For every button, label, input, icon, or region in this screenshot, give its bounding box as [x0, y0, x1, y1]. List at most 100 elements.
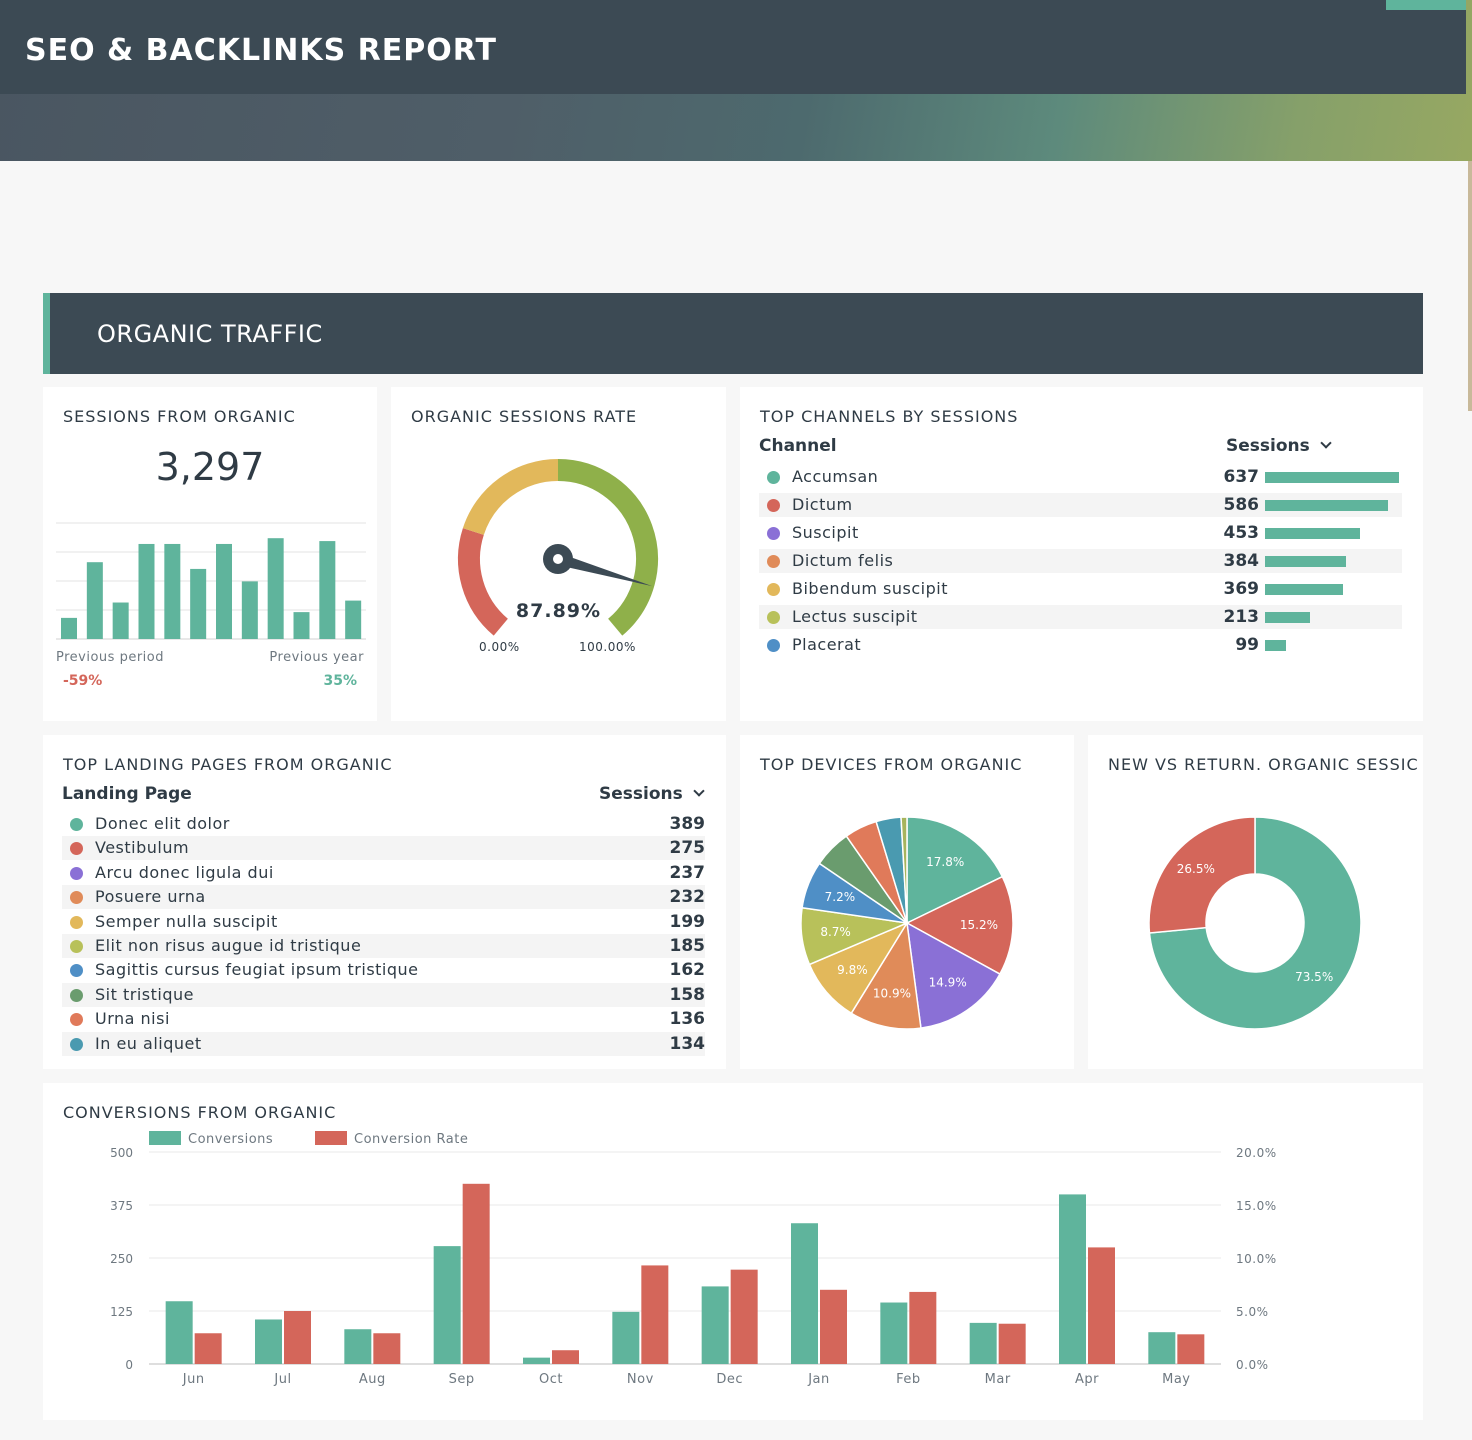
- row-value: 369: [1223, 579, 1260, 599]
- row-value: 136: [669, 1009, 706, 1030]
- y-tick-label-right: 0.0%: [1236, 1358, 1269, 1372]
- channel-row[interactable]: Dictum 586: [759, 493, 1402, 517]
- legend-label: Conversions: [188, 1132, 273, 1147]
- conversions-bar[interactable]: [1059, 1194, 1086, 1364]
- conversions-bar[interactable]: [433, 1246, 461, 1364]
- legend-label: Conversion Rate: [354, 1132, 468, 1147]
- conversions-bar[interactable]: [344, 1329, 372, 1364]
- row-label: Arcu donec ligula dui: [95, 862, 274, 882]
- conversions-bar[interactable]: [165, 1301, 193, 1364]
- conversion-rate-bar[interactable]: [552, 1350, 579, 1364]
- landing-page-column-header: Landing Page: [62, 784, 192, 804]
- pie-slice[interactable]: [906, 921, 1001, 1029]
- channels-widget: TOP CHANNELS BY SESSIONS Channel Session…: [740, 387, 1423, 721]
- landing-page-row[interactable]: Posuere urna 232: [62, 885, 706, 910]
- landing-page-row[interactable]: Elit non risus augue id tristique 185: [62, 934, 705, 958]
- color-dot-icon: [70, 891, 83, 905]
- conversions-bar[interactable]: [1148, 1332, 1176, 1364]
- sessions-sort-header[interactable]: Sessions: [1226, 436, 1332, 456]
- row-label: Sagittis cursus feugiat ipsum tristique: [95, 960, 419, 980]
- conversions-bar[interactable]: [880, 1302, 908, 1364]
- pie-slice[interactable]: [905, 875, 1014, 976]
- landing-page-row[interactable]: Donec elit dolor 389: [62, 812, 705, 836]
- y-tick-label-left: 500: [110, 1146, 133, 1160]
- session-bar[interactable]: [345, 600, 362, 639]
- channel-row[interactable]: Dictum felis 384: [759, 549, 1402, 573]
- session-bar[interactable]: [319, 541, 336, 639]
- landing-page-row[interactable]: In eu aliquet 134: [62, 1031, 705, 1056]
- landing-page-row[interactable]: Sagittis cursus feugiat ipsum tristique 1…: [62, 958, 705, 982]
- conversion-rate-bar[interactable]: [641, 1265, 669, 1364]
- conversions-bar[interactable]: [701, 1286, 729, 1364]
- landing-page-row[interactable]: Sit tristique 158: [62, 982, 706, 1007]
- pie-slice[interactable]: [906, 816, 1004, 925]
- row-label: Bibendum suscipit: [792, 579, 948, 598]
- row-label: Suscipit: [792, 523, 859, 542]
- slice-label: 14.9%: [929, 975, 967, 989]
- gauge-value: 87.89%: [515, 600, 602, 622]
- conversions-bar[interactable]: [612, 1311, 640, 1364]
- session-bar[interactable]: [190, 568, 207, 639]
- conversion-rate-bar[interactable]: [730, 1269, 758, 1364]
- conversions-bar[interactable]: [791, 1223, 818, 1364]
- session-bar[interactable]: [216, 543, 232, 639]
- conversion-rate-bar[interactable]: [1088, 1247, 1115, 1364]
- channel-row[interactable]: Lectus suscipit 213: [759, 605, 1402, 629]
- conversion-rate-bar[interactable]: [194, 1333, 222, 1364]
- widget-title: ORGANIC SESSIONS RATE: [411, 407, 638, 426]
- sessions-sort-header[interactable]: Sessions: [599, 784, 705, 804]
- scrollbar[interactable]: [1468, 161, 1472, 411]
- row-value: 389: [669, 814, 706, 834]
- channel-row[interactable]: Accumsan 637: [759, 465, 1402, 489]
- session-bar: [1265, 612, 1310, 623]
- channel-row[interactable]: Placerat 99: [759, 633, 1402, 657]
- conversion-rate-bar[interactable]: [1177, 1334, 1205, 1364]
- row-value: 158: [669, 984, 706, 1005]
- x-tick-label: Apr: [1075, 1372, 1099, 1387]
- legend-swatch: [315, 1131, 347, 1145]
- landing-page-row[interactable]: Urna nisi 136: [62, 1007, 705, 1031]
- session-bar[interactable]: [112, 602, 129, 639]
- session-bar[interactable]: [267, 538, 284, 639]
- color-dot-icon: [70, 1037, 83, 1051]
- landing-page-row[interactable]: Semper nulla suscipit 199: [62, 910, 705, 934]
- conversion-rate-bar[interactable]: [909, 1291, 937, 1364]
- conversion-rate-bar[interactable]: [820, 1289, 847, 1364]
- slice-label: 15.2%: [960, 918, 998, 932]
- landing-page-row[interactable]: Arcu donec ligula dui 237: [62, 861, 705, 885]
- pie-slice[interactable]: [1148, 816, 1362, 1030]
- row-value: 213: [1223, 607, 1260, 627]
- conversion-rate-bar[interactable]: [998, 1323, 1026, 1364]
- row-label: Donec elit dolor: [95, 814, 230, 833]
- session-bar[interactable]: [61, 617, 77, 639]
- gauge-min-label: 0.00%: [479, 640, 520, 654]
- conversion-rate-bar[interactable]: [284, 1311, 311, 1364]
- row-value: 185: [669, 936, 706, 956]
- session-bar[interactable]: [164, 543, 181, 639]
- pie-slice[interactable]: [900, 816, 908, 924]
- gauge-segment-high: [557, 459, 658, 636]
- color-dot-icon: [70, 940, 83, 953]
- conversions-bar[interactable]: [523, 1357, 550, 1364]
- session-bar[interactable]: [241, 581, 258, 639]
- conversion-rate-bar[interactable]: [462, 1183, 490, 1364]
- landing-page-row[interactable]: Vestibulum 275: [62, 836, 705, 861]
- header-band: [0, 0, 1466, 94]
- pie-slice[interactable]: [850, 920, 922, 1030]
- row-label: Posuere urna: [95, 887, 206, 907]
- session-bar[interactable]: [138, 543, 155, 639]
- channel-row[interactable]: Bibendum suscipit 369: [759, 577, 1402, 601]
- session-bar[interactable]: [293, 612, 310, 639]
- previous-period-label: Previous period: [56, 650, 164, 665]
- row-value: 384: [1223, 551, 1260, 571]
- slice-label: 73.5%: [1295, 970, 1333, 984]
- pie-slice[interactable]: [1148, 816, 1256, 934]
- conversion-rate-bar[interactable]: [373, 1333, 401, 1364]
- sessions-sparkbar: [56, 522, 366, 640]
- conversions-bar[interactable]: [255, 1319, 282, 1364]
- gauge-widget: ORGANIC SESSIONS RATE 87.89% 0.00% 100.0…: [391, 387, 726, 721]
- channel-row[interactable]: Suscipit 453: [759, 521, 1402, 545]
- row-value: 232: [669, 887, 706, 908]
- conversions-bar[interactable]: [969, 1322, 997, 1364]
- session-bar[interactable]: [86, 562, 103, 639]
